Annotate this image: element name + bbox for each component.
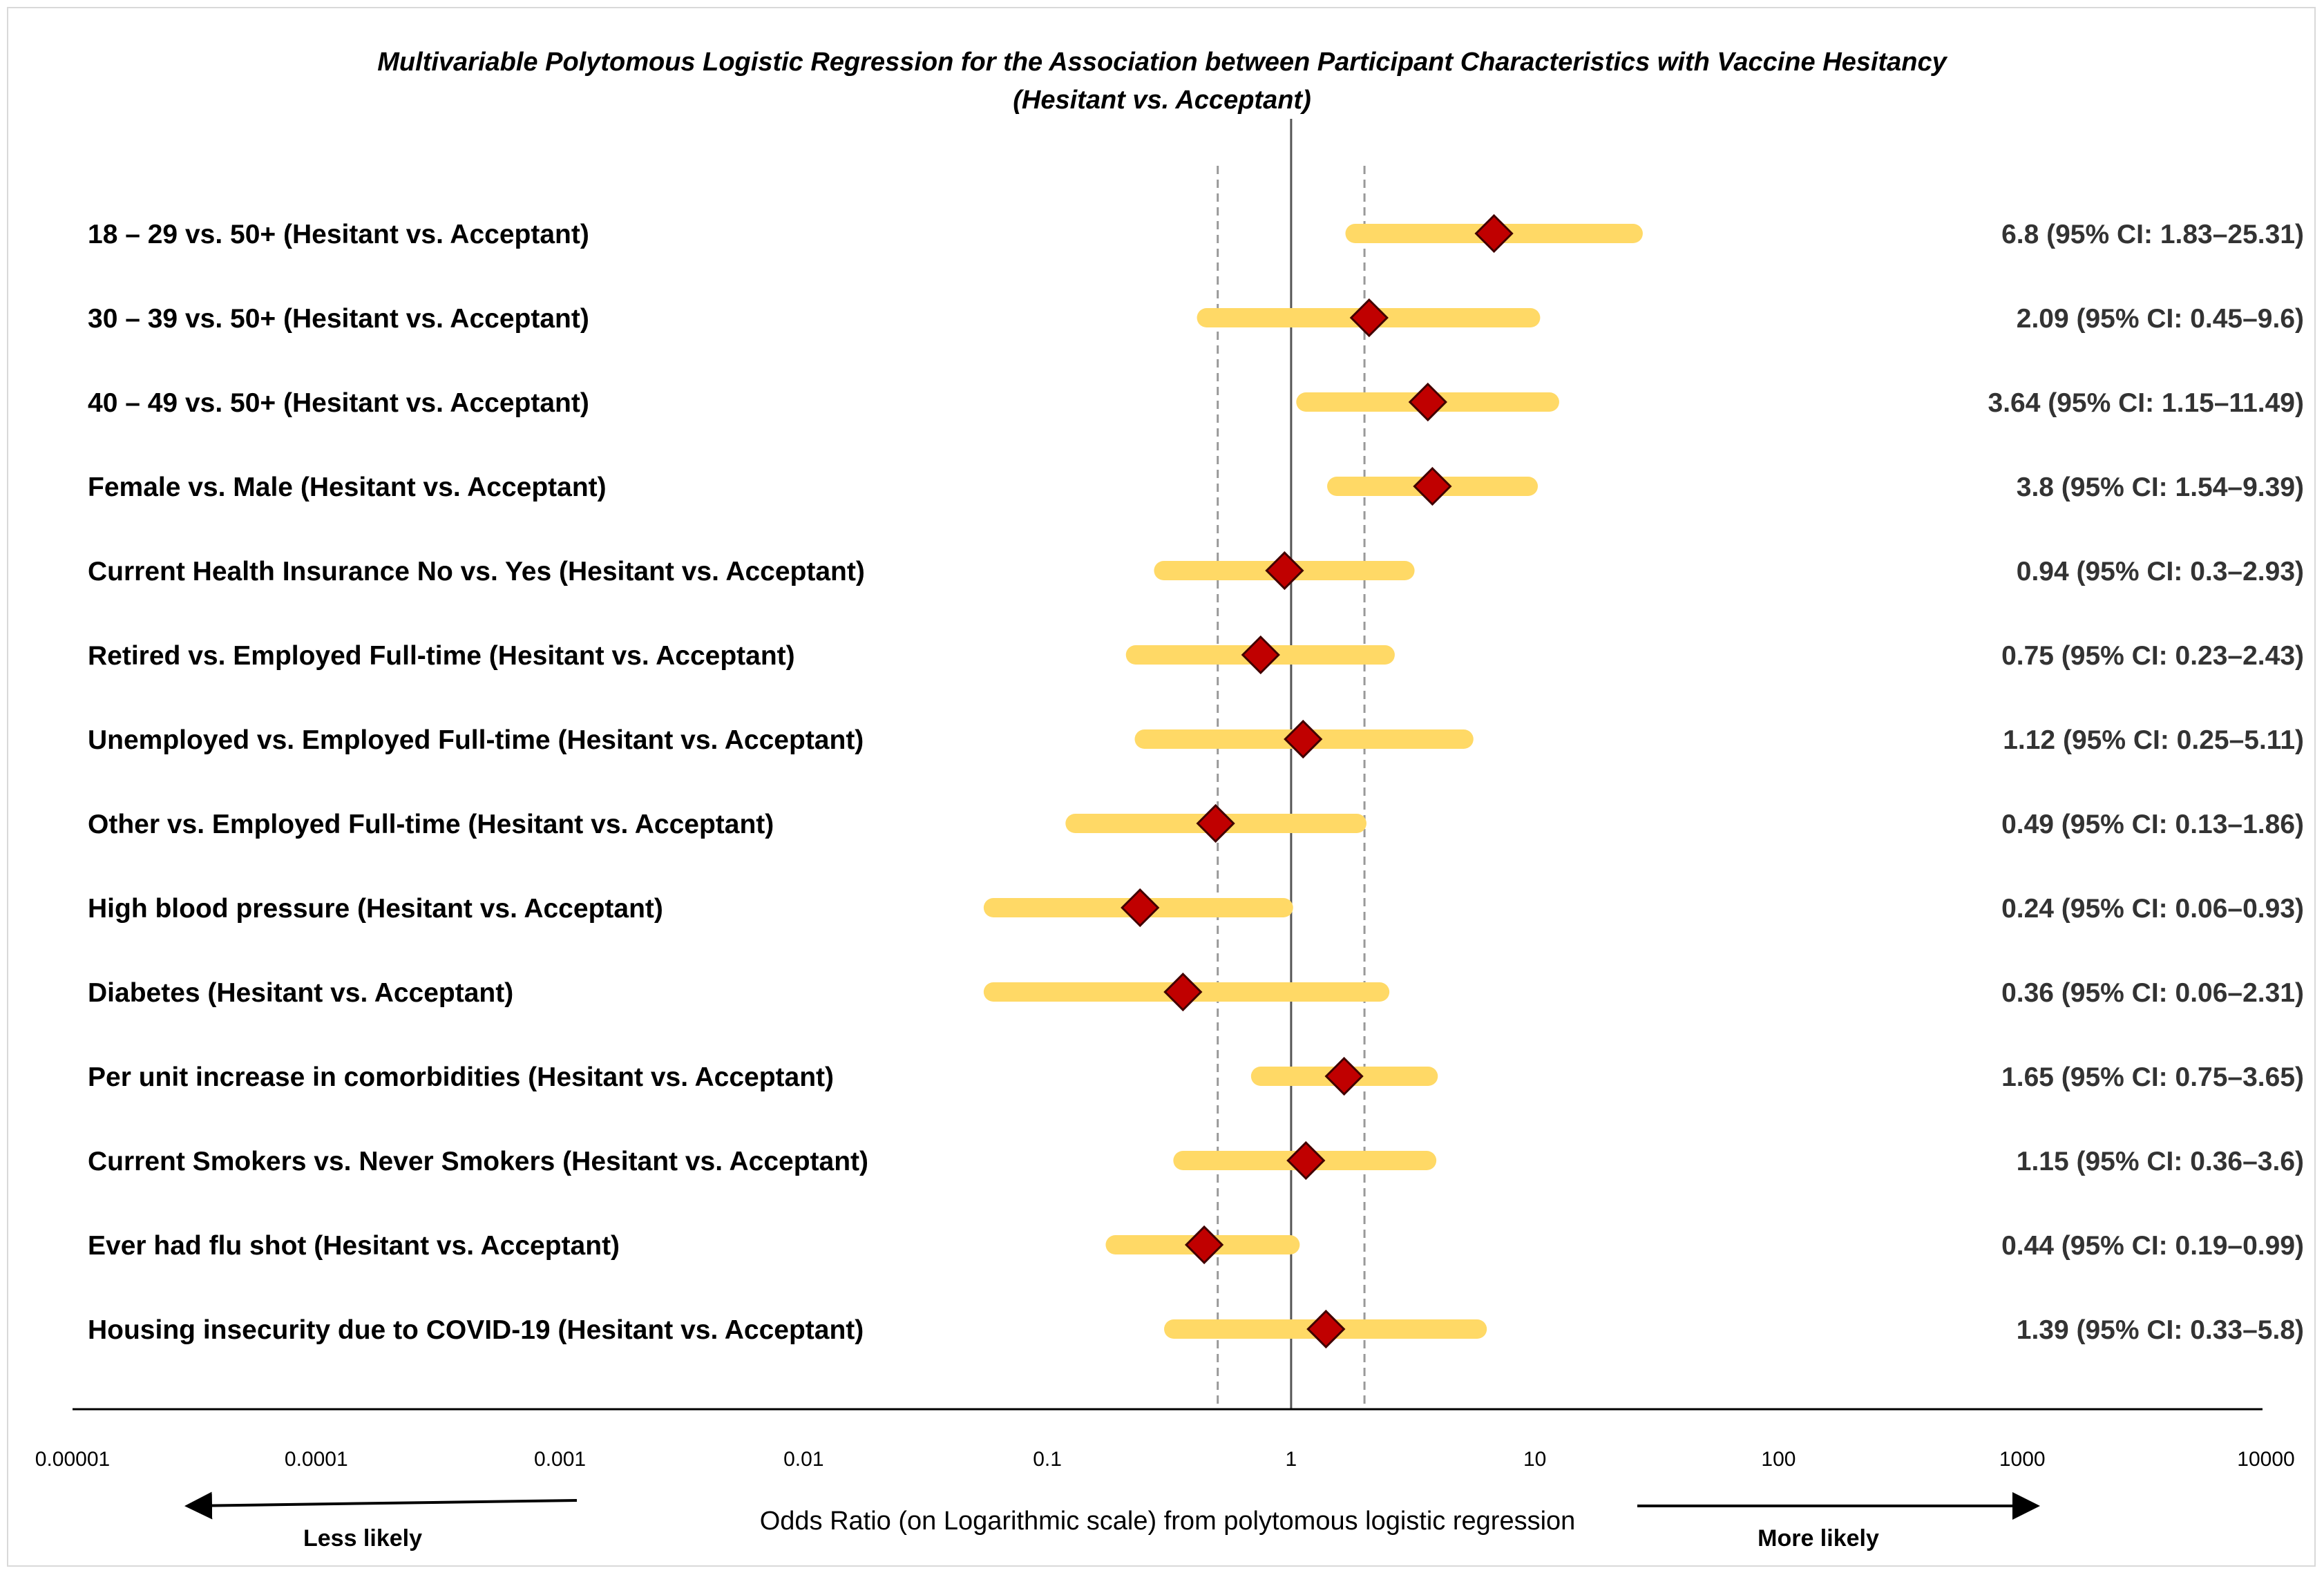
- x-tick-label: 1: [1286, 1448, 1297, 1471]
- forest-row: Unemployed vs. Employed Full-time (Hesit…: [88, 719, 2304, 759]
- row-label: 18 – 29 vs. 50+ (Hesitant vs. Acceptant): [88, 220, 589, 249]
- odds-ratio-marker: [1324, 1056, 1364, 1096]
- x-tick-label: 1000: [1999, 1448, 2046, 1471]
- x-tick-label: 10000: [2237, 1448, 2294, 1471]
- row-label: Female vs. Male (Hesitant vs. Acceptant): [88, 472, 607, 502]
- odds-ratio-marker: [1121, 888, 1160, 928]
- odds-ratio-marker: [1241, 635, 1280, 675]
- x-tick-label: 100: [1761, 1448, 1796, 1471]
- odds-ratio-marker: [1196, 803, 1235, 843]
- row-label: Current Smokers vs. Never Smokers (Hesit…: [88, 1147, 868, 1176]
- row-value: 1.39 (95% CI: 0.33–5.8): [2017, 1315, 2304, 1345]
- row-value: 3.8 (95% CI: 1.54–9.39): [2017, 472, 2304, 502]
- forest-row: High blood pressure (Hesitant vs. Accept…: [88, 888, 2304, 928]
- row-label: Current Health Insurance No vs. Yes (Hes…: [88, 557, 865, 586]
- odds-ratio-marker: [1413, 466, 1452, 506]
- row-value: 1.15 (95% CI: 0.36–3.6): [2017, 1147, 2304, 1176]
- odds-ratio-marker: [1265, 551, 1304, 591]
- row-label: Other vs. Employed Full-time (Hesitant v…: [88, 810, 774, 839]
- odds-ratio-marker: [1284, 719, 1323, 759]
- odds-ratio-marker: [1163, 972, 1203, 1012]
- row-value: 1.12 (95% CI: 0.25–5.11): [2003, 725, 2304, 755]
- forest-row: Female vs. Male (Hesitant vs. Acceptant)…: [88, 466, 2304, 506]
- x-tick-label: 10: [1523, 1448, 1546, 1471]
- x-axis-ticks: 0.00001 0.0001 0.001 0.01 0.1 1 10 100 1000 10000: [35, 1448, 2295, 1471]
- forest-row: Retired vs. Employed Full-time (Hesitant…: [88, 635, 2304, 675]
- row-label: 30 – 39 vs. 50+ (Hesitant vs. Acceptant): [88, 304, 589, 334]
- row-value: 3.64 (95% CI: 1.15–11.49): [1988, 388, 2304, 418]
- forest-row: Per unit increase in comorbidities (Hesi…: [88, 1056, 2304, 1096]
- chart-title-line-1: Multivariable Polytomous Logistic Regres…: [377, 48, 1947, 77]
- forest-rows: 18 – 29 vs. 50+ (Hesitant vs. Acceptant)…: [88, 213, 2304, 1349]
- row-value: 0.94 (95% CI: 0.3–2.93): [2017, 557, 2304, 586]
- forest-row: Current Smokers vs. Never Smokers (Hesit…: [88, 1140, 2304, 1181]
- odds-ratio-marker: [1408, 382, 1447, 422]
- row-value: 0.75 (95% CI: 0.23–2.43): [2001, 641, 2304, 671]
- forest-row: 40 – 49 vs. 50+ (Hesitant vs. Acceptant)…: [88, 382, 2304, 422]
- x-tick-label: 0.01: [783, 1448, 823, 1471]
- row-label: Housing insecurity due to COVID-19 (Hesi…: [88, 1315, 864, 1345]
- odds-ratio-marker: [1474, 213, 1514, 254]
- chart-title-line-2: (Hesitant vs. Acceptant): [1013, 86, 1311, 115]
- row-label: Ever had flu shot (Hesitant vs. Acceptan…: [88, 1231, 620, 1261]
- odds-ratio-marker: [1184, 1225, 1224, 1265]
- row-value: 0.49 (95% CI: 0.13–1.86): [2001, 810, 2304, 839]
- row-label: Unemployed vs. Employed Full-time (Hesit…: [88, 725, 864, 755]
- odds-ratio-marker: [1349, 298, 1389, 338]
- x-tick-label: 0.001: [534, 1448, 586, 1471]
- row-label: Retired vs. Employed Full-time (Hesitant…: [88, 641, 795, 671]
- x-tick-label: 0.1: [1033, 1448, 1062, 1471]
- forest-row: Other vs. Employed Full-time (Hesitant v…: [88, 803, 2304, 843]
- more-likely-label: More likely: [1758, 1525, 1879, 1552]
- row-label: Per unit increase in comorbidities (Hesi…: [88, 1062, 834, 1092]
- odds-ratio-marker: [1286, 1140, 1326, 1181]
- row-label: Diabetes (Hesitant vs. Acceptant): [88, 978, 513, 1008]
- forest-row: 18 – 29 vs. 50+ (Hesitant vs. Acceptant)…: [88, 213, 2304, 254]
- less-likely-arrow: [184, 1491, 578, 1520]
- row-value: 0.24 (95% CI: 0.06–0.93): [2001, 894, 2304, 924]
- forest-row: Diabetes (Hesitant vs. Acceptant) 0.36 (9…: [88, 972, 2304, 1012]
- row-value: 1.65 (95% CI: 0.75–3.65): [2001, 1062, 2304, 1092]
- row-label: 40 – 49 vs. 50+ (Hesitant vs. Acceptant): [88, 388, 589, 418]
- forest-row: Housing insecurity due to COVID-19 (Hesi…: [88, 1309, 2304, 1349]
- forest-row: 30 – 39 vs. 50+ (Hesitant vs. Acceptant)…: [88, 298, 2304, 338]
- forest-row: Ever had flu shot (Hesitant vs. Acceptan…: [88, 1225, 2304, 1265]
- x-axis-label: Odds Ratio (on Logarithmic scale) from p…: [760, 1507, 1576, 1536]
- forest-row: Current Health Insurance No vs. Yes (Hes…: [88, 551, 2304, 591]
- x-tick-label: 0.00001: [35, 1448, 110, 1471]
- row-value: 0.36 (95% CI: 0.06–2.31): [2001, 978, 2304, 1008]
- chart-frame: [7, 7, 2316, 1567]
- row-value: 2.09 (95% CI: 0.45–9.6): [2017, 304, 2304, 334]
- row-label: High blood pressure (Hesitant vs. Accept…: [88, 894, 663, 924]
- row-value: 6.8 (95% CI: 1.83–25.31): [2001, 220, 2304, 249]
- reference-lines: [1217, 119, 1366, 1409]
- x-tick-label: 0.0001: [285, 1448, 348, 1471]
- odds-ratio-marker: [1306, 1309, 1346, 1349]
- less-likely-label: Less likely: [303, 1525, 422, 1552]
- row-value: 0.44 (95% CI: 0.19–0.99): [2001, 1231, 2304, 1261]
